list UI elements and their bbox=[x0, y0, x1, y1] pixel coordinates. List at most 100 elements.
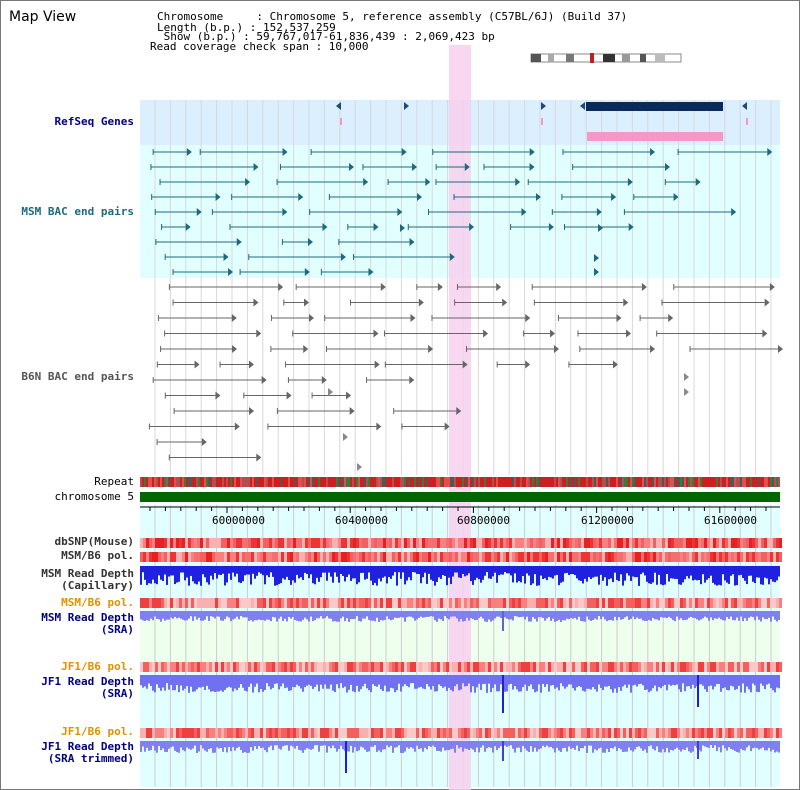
msm-bac-track[interactable] bbox=[150, 148, 773, 276]
heat-cell bbox=[200, 552, 203, 562]
heat-cell bbox=[269, 662, 272, 672]
depth-bar bbox=[610, 741, 612, 749]
depth-bar bbox=[660, 741, 662, 753]
chromosome-ideogram[interactable] bbox=[530, 53, 682, 63]
depth-bar bbox=[334, 741, 336, 749]
heat-cell bbox=[326, 552, 329, 562]
depth-bar bbox=[340, 741, 342, 746]
heat-cell bbox=[698, 662, 701, 672]
heat-cell bbox=[569, 662, 572, 672]
depth-bar bbox=[678, 566, 680, 585]
track-label-dbsnp[interactable]: dbSNP(Mouse) bbox=[54, 535, 134, 548]
depth-bar bbox=[196, 741, 198, 753]
heat-cell bbox=[461, 538, 464, 548]
depth-bar bbox=[444, 566, 446, 576]
depth-bar bbox=[726, 566, 728, 583]
depth-bar bbox=[618, 611, 620, 618]
depth-bar bbox=[572, 611, 574, 619]
heat-cell bbox=[305, 662, 308, 672]
depth-bar bbox=[360, 741, 362, 747]
depth-bar bbox=[318, 675, 320, 692]
depth-bar bbox=[200, 611, 202, 621]
heat-cell bbox=[482, 598, 485, 608]
depth-bar bbox=[574, 675, 576, 691]
heat-cell bbox=[494, 538, 497, 548]
depth-bar bbox=[482, 741, 484, 746]
depth-bar bbox=[468, 611, 470, 621]
heat-cell bbox=[356, 538, 359, 548]
depth-bar bbox=[462, 566, 464, 574]
track-label-jf1-b6-pol[interactable]: JF1/B6 pol. bbox=[61, 660, 134, 673]
track-label-jf1-depth-sra[interactable]: JF1 Read Depth bbox=[41, 675, 134, 688]
depth-bar bbox=[688, 675, 690, 687]
depth-bar bbox=[636, 741, 638, 747]
depth-bar bbox=[564, 611, 566, 621]
heat-cell bbox=[632, 728, 635, 738]
heat-cell bbox=[353, 728, 356, 738]
repeat-segment bbox=[400, 477, 402, 487]
heat-cell bbox=[290, 552, 293, 562]
depth-bar bbox=[604, 566, 606, 578]
heat-cell bbox=[332, 598, 335, 608]
repeat-segment bbox=[282, 477, 284, 487]
refseq-genes-track[interactable] bbox=[336, 102, 748, 141]
depth-bar bbox=[546, 611, 548, 619]
depth-bar bbox=[162, 566, 164, 581]
track-label-b6n-bac[interactable]: B6N BAC end pairs bbox=[21, 370, 134, 383]
heat-cell bbox=[266, 552, 269, 562]
depth-bar bbox=[158, 741, 160, 747]
track-label-msm-b6-pol[interactable]: MSM/B6 pol. bbox=[61, 549, 134, 562]
heat-cell bbox=[257, 552, 260, 562]
depth-bar bbox=[252, 741, 254, 751]
repeat-segment bbox=[752, 477, 754, 487]
depth-bar bbox=[554, 675, 556, 689]
heat-cell bbox=[455, 662, 458, 672]
depth-bar bbox=[312, 611, 314, 622]
depth-bar bbox=[734, 741, 736, 751]
repeat-segment bbox=[334, 477, 336, 487]
depth-bar bbox=[226, 566, 228, 583]
depth-bar bbox=[656, 611, 658, 620]
depth-bar bbox=[244, 611, 246, 618]
depth-bar bbox=[508, 741, 510, 746]
depth-bar bbox=[324, 675, 326, 685]
heat-cell bbox=[149, 552, 152, 562]
heat-cell bbox=[281, 598, 284, 608]
track-label-msm-bac[interactable]: MSM BAC end pairs bbox=[21, 205, 134, 218]
heat-cell bbox=[479, 728, 482, 738]
heat-cell bbox=[455, 538, 458, 548]
b6n-bac-pair-end bbox=[346, 391, 352, 400]
depth-bar bbox=[320, 741, 322, 746]
heat-cell bbox=[314, 538, 317, 548]
repeat-segment bbox=[268, 477, 270, 487]
depth-bar bbox=[466, 566, 468, 576]
heat-cell bbox=[347, 538, 350, 548]
repeat-segment bbox=[470, 477, 472, 487]
depth-bar bbox=[592, 611, 594, 621]
repeat-segment bbox=[512, 477, 514, 487]
track-label-msm-depth-sra[interactable]: MSM Read Depth bbox=[41, 611, 134, 624]
track-label-jf1-depth-trim[interactable]: JF1 Read Depth bbox=[41, 740, 134, 753]
heat-cell bbox=[239, 662, 242, 672]
repeat-segment bbox=[678, 477, 680, 487]
heat-cell bbox=[425, 552, 428, 562]
heat-cell bbox=[155, 662, 158, 672]
heat-cell bbox=[611, 538, 614, 548]
depth-bar bbox=[242, 611, 244, 618]
track-label-msm-b6-pol-2[interactable]: MSM/B6 pol. bbox=[61, 596, 134, 609]
heat-cell bbox=[734, 662, 737, 672]
depth-bar bbox=[734, 566, 736, 586]
track-label-jf1-b6-pol-2[interactable]: JF1/B6 pol. bbox=[61, 725, 134, 738]
b6n-bac-track[interactable] bbox=[148, 283, 783, 471]
depth-bar bbox=[268, 741, 270, 748]
depth-bar bbox=[156, 741, 158, 753]
heat-cell bbox=[593, 552, 596, 562]
heat-cell bbox=[638, 552, 641, 562]
track-label-refseq[interactable]: RefSeq Genes bbox=[54, 115, 134, 128]
heat-cell bbox=[692, 662, 695, 672]
heat-cell bbox=[746, 552, 749, 562]
heat-cell bbox=[233, 538, 236, 548]
b6n-bac-pair-end bbox=[428, 345, 434, 353]
heat-cell bbox=[746, 728, 749, 738]
track-label-msm-depth-cap[interactable]: MSM Read Depth bbox=[41, 567, 134, 580]
